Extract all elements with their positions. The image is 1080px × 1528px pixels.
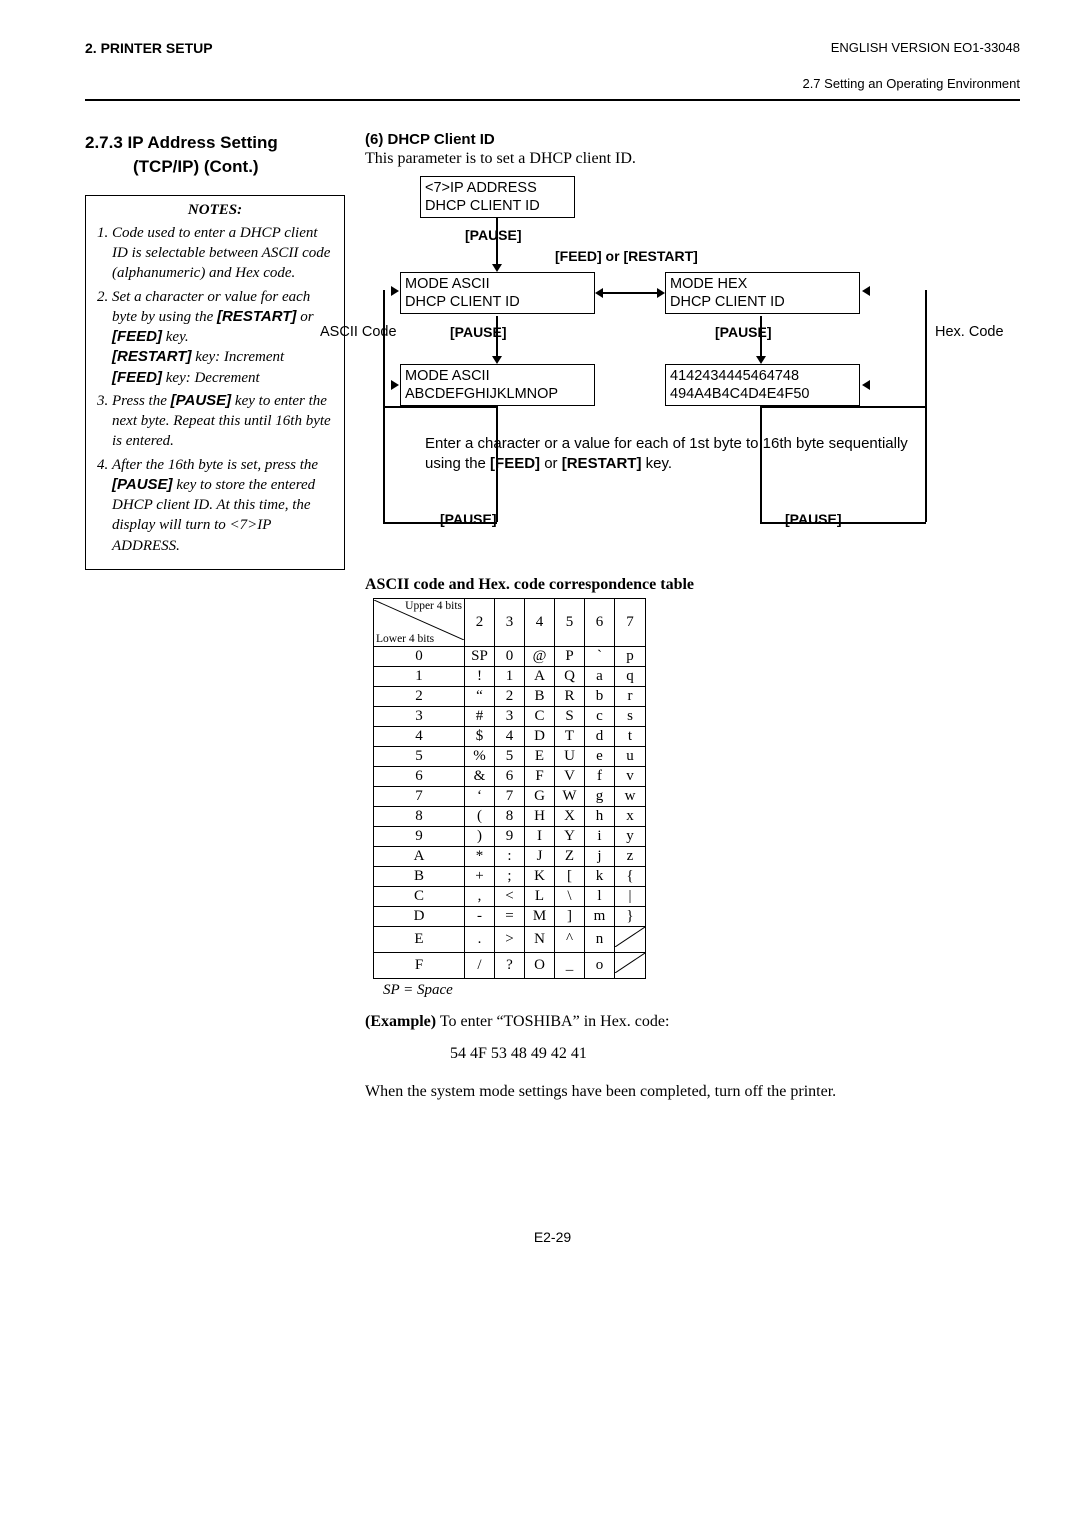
lcd-ascii: MODE ASCIIDHCP CLIENT ID [400, 272, 595, 314]
example-line: (Example) To enter “TOSHIBA” in Hex. cod… [365, 1013, 1020, 1031]
pause-label-4: [PAUSE] [440, 511, 497, 527]
note-1: Code used to enter a DHCP client ID is s… [112, 223, 336, 284]
enter-instruction: Enter a character or a value for each of… [425, 434, 935, 475]
header-sub: 2.7 Setting an Operating Environment [85, 76, 1020, 91]
ascii-table: Upper 4 bitsLower 4 bits2345670SP0@P`p1!… [373, 598, 646, 979]
lcd-1: <7>IP ADDRESSDHCP CLIENT ID [420, 176, 575, 218]
closing-text: When the system mode settings have been … [365, 1083, 1020, 1101]
hex-code-label: Hex. Code [935, 324, 1004, 340]
table-title: ASCII code and Hex. code correspondence … [365, 576, 1020, 594]
section-title-line2: (TCP/IP) (Cont.) [133, 157, 259, 176]
pause-label-2: [PAUSE] [450, 324, 507, 340]
ascii-table-wrap: Upper 4 bitsLower 4 bits2345670SP0@P`p1!… [373, 598, 1020, 999]
note-3: Press the [PAUSE] key to enter the next … [112, 391, 336, 452]
section-title: 2.7.3 IP Address Setting (TCP/IP) (Cont.… [85, 131, 345, 179]
notes-box: NOTES: Code used to enter a DHCP client … [85, 195, 345, 570]
lcd-hex-value: 4142434445464748494A4B4C4D4E4F50 [665, 364, 860, 406]
header-left: 2. PRINTER SETUP [85, 40, 213, 56]
page-number: E2-29 [85, 1229, 1020, 1245]
pause-label-3: [PAUSE] [715, 324, 772, 340]
lcd-hex: MODE HEXDHCP CLIENT ID [665, 272, 860, 314]
lcd-ascii-value: MODE ASCIIABCDEFGHIJKLMNOP [400, 364, 595, 406]
example-hex: 54 4F 53 48 49 42 41 [450, 1045, 1020, 1063]
feed-restart-label: [FEED] or [RESTART] [555, 248, 698, 264]
notes-title: NOTES: [94, 200, 336, 220]
note-4: After the 16th byte is set, press the [P… [112, 455, 336, 556]
header-rule [85, 99, 1020, 101]
ascii-code-label: ASCII Code [320, 324, 397, 340]
intro-text: This parameter is to set a DHCP client I… [365, 150, 1020, 168]
flow-diagram: <7>IP ADDRESSDHCP CLIENT ID [PAUSE] [FEE… [365, 176, 1015, 558]
sp-note: SP = Space [383, 982, 1020, 999]
pause-label-1: [PAUSE] [465, 227, 522, 243]
note-2: Set a character or value for each byte b… [112, 287, 336, 388]
section-title-line1: 2.7.3 IP Address Setting [85, 133, 278, 152]
header-right: ENGLISH VERSION EO1-33048 [831, 40, 1020, 56]
h6-title: (6) DHCP Client ID [365, 131, 1020, 148]
pause-label-5: [PAUSE] [785, 511, 842, 527]
